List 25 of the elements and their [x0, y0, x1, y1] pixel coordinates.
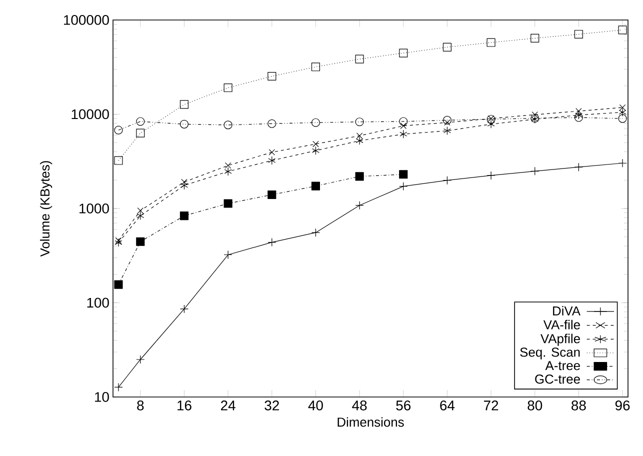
x-tick-label: 72 — [484, 400, 498, 410]
x-axis-title: Dimensions — [338, 417, 404, 427]
y-tick-label: 10000 — [72, 109, 109, 120]
x-tick-label: 24 — [221, 400, 236, 410]
legend-label: Seq. Scan — [520, 348, 580, 360]
y-tick-label: 100 — [87, 298, 109, 308]
x-tick-label: 40 — [308, 400, 323, 410]
x-tick-label: 32 — [264, 400, 279, 410]
x-tick-label: 80 — [528, 400, 542, 410]
x-tick-label: 16 — [178, 400, 192, 410]
y-tick-label: 100000 — [64, 15, 109, 25]
legend-label: DiVA — [553, 306, 580, 316]
y-tick-label: 10 — [95, 392, 109, 402]
x-tick-label: 64 — [440, 400, 455, 410]
x-tick-label: 96 — [615, 400, 630, 410]
legend-label: VApfile — [540, 334, 580, 346]
x-tick-label: 48 — [352, 400, 367, 410]
x-tick-label: 8 — [137, 400, 144, 410]
x-tick-label: 56 — [396, 400, 411, 410]
legend-label: A-tree — [545, 361, 580, 370]
legend-label: GC-tree — [535, 374, 580, 384]
y-tick-label: 1000 — [80, 204, 109, 214]
legend-label: VA-file — [543, 320, 580, 330]
y-axis-title: Volume (KBytes) — [40, 161, 52, 257]
x-tick-label: 88 — [572, 400, 586, 410]
